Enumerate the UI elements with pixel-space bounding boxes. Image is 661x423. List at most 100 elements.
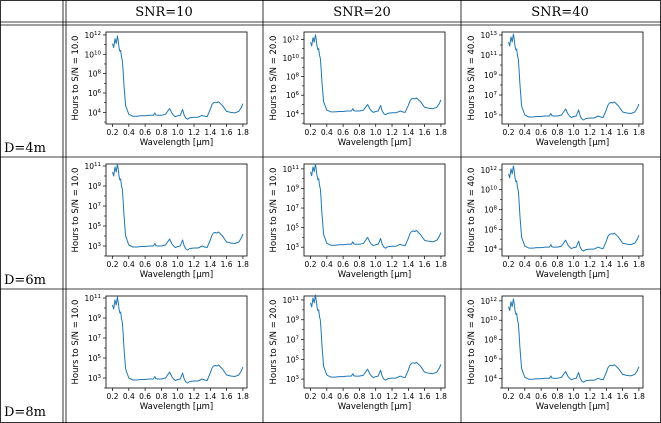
x-tick-label: 0.8 — [551, 260, 563, 269]
x-tick-label: 0.4 — [321, 260, 333, 269]
x-tick-label: 1.0 — [172, 260, 184, 269]
col-header-snr20: SNR=20 — [333, 5, 391, 20]
x-tick-label: 1.8 — [237, 260, 249, 269]
x-tick-label: 0.8 — [155, 392, 167, 401]
x-tick-label: 1.4 — [600, 260, 612, 269]
y-tick-label: 1010 — [84, 50, 101, 59]
y-tick-label: 109 — [88, 182, 102, 191]
y-tick-label: 103 — [286, 243, 300, 252]
x-tick-label: 1.6 — [419, 128, 431, 137]
y-tick-label: 107 — [88, 202, 102, 211]
y-axis-label: Hours to S/N = 20.0 — [269, 36, 279, 121]
y-tick-label: 1010 — [480, 186, 497, 195]
x-tick-label: 0.2 — [503, 260, 515, 269]
x-tick-label: 0.4 — [519, 392, 531, 401]
plot-frame — [303, 163, 446, 257]
x-tick-label: 1.2 — [386, 128, 398, 137]
x-tick-label: 1.6 — [419, 260, 431, 269]
x-tick-label: 0.6 — [337, 260, 349, 269]
x-tick-label: 1.0 — [370, 392, 382, 401]
plot-panel: 0.2 0.4 0.6 0.8 1.0 1.2 1.4 1.6 1.8 103 105 107 109 1… — [269, 163, 447, 280]
plot-panel: 0.2 0.4 0.6 0.8 1.0 1.2 1.4 1.6 1.8 103 105 107 109 1… — [269, 294, 447, 412]
plot-frame — [501, 163, 644, 257]
col-header-snr10: SNR=10 — [135, 5, 193, 20]
x-tick-label: 0.2 — [107, 128, 119, 137]
x-tick-label: 0.8 — [551, 392, 563, 401]
y-tick-label: 106 — [484, 355, 498, 364]
y-tick-label: 108 — [484, 206, 498, 215]
x-tick-label: 1.4 — [402, 260, 414, 269]
x-tick-label: 1.4 — [204, 260, 216, 269]
y-tick-label: 1012 — [84, 31, 101, 40]
y-tick-label: 107 — [286, 336, 300, 345]
x-tick-label: 1.6 — [221, 260, 233, 269]
x-tick-label: 0.2 — [305, 392, 317, 401]
y-tick-label: 108 — [88, 70, 102, 79]
x-tick-label: 1.6 — [617, 260, 629, 269]
row-header-d6m: D=6m — [4, 273, 46, 288]
plot-panel: 0.2 0.4 0.6 0.8 1.0 1.2 1.4 1.6 1.8 104 106 108 1010… — [71, 31, 249, 148]
x-axis-label: Wavelength [μm] — [140, 402, 213, 412]
y-tick-label: 103 — [88, 374, 102, 383]
x-tick-label: 1.8 — [633, 260, 645, 269]
y-tick-label: 104 — [484, 245, 498, 254]
x-tick-label: 1.2 — [386, 392, 398, 401]
spectrum-line — [112, 35, 244, 120]
x-tick-label: 0.8 — [155, 128, 167, 137]
x-tick-label: 1.2 — [584, 260, 596, 269]
x-tick-label: 1.2 — [386, 260, 398, 269]
x-tick-label: 0.2 — [305, 260, 317, 269]
x-tick-label: 0.2 — [503, 392, 515, 401]
x-tick-label: 0.6 — [139, 128, 151, 137]
x-tick-label: 1.0 — [172, 392, 184, 401]
spectrum-line — [508, 33, 640, 121]
plot-panels: 0.2 0.4 0.6 0.8 1.0 1.2 1.4 1.6 1.8 104 106 108 1010… — [71, 31, 645, 412]
x-tick-label: 0.8 — [551, 128, 563, 137]
y-tick-label: 106 — [88, 89, 102, 98]
y-tick-label: 1011 — [84, 162, 101, 171]
y-tick-label: 104 — [286, 110, 300, 119]
y-tick-label: 104 — [88, 108, 102, 117]
x-tick-label: 1.8 — [237, 392, 249, 401]
spectrum-line — [310, 163, 442, 249]
x-tick-label: 0.2 — [107, 260, 119, 269]
y-tick-label: 1011 — [282, 165, 299, 174]
x-tick-label: 1.2 — [584, 392, 596, 401]
x-tick-label: 1.8 — [435, 260, 447, 269]
x-tick-label: 0.6 — [337, 128, 349, 137]
x-tick-label: 1.0 — [568, 260, 580, 269]
y-tick-label: 1012 — [480, 297, 497, 306]
row-header-d4m: D=4m — [4, 141, 46, 156]
x-tick-label: 0.6 — [535, 392, 547, 401]
x-tick-label: 0.4 — [123, 392, 135, 401]
y-tick-label: 107 — [286, 204, 300, 213]
x-axis-label: Wavelength [μm] — [536, 270, 609, 280]
y-tick-label: 109 — [88, 314, 102, 323]
x-tick-label: 1.4 — [402, 392, 414, 401]
y-tick-label: 106 — [484, 225, 498, 234]
x-tick-label: 0.2 — [503, 128, 515, 137]
x-tick-label: 1.4 — [600, 392, 612, 401]
plot-frame — [105, 295, 248, 389]
plot-frame — [105, 31, 248, 125]
y-axis-label: Hours to S/N = 40.0 — [467, 300, 477, 385]
x-tick-label: 1.8 — [237, 128, 249, 137]
y-tick-label: 107 — [88, 334, 102, 343]
x-axis-label: Wavelength [μm] — [536, 138, 609, 148]
y-tick-label: 1011 — [480, 51, 497, 60]
x-tick-label: 1.6 — [221, 128, 233, 137]
plot-panel: 0.2 0.4 0.6 0.8 1.0 1.2 1.4 1.6 1.8 103 105 107 109 1… — [71, 162, 249, 280]
x-axis-label: Wavelength [μm] — [140, 270, 213, 280]
y-axis-label: Hours to S/N = 40.0 — [467, 36, 477, 121]
x-tick-label: 1.2 — [584, 128, 596, 137]
y-tick-label: 109 — [286, 184, 300, 193]
spectrum-line — [508, 298, 640, 383]
x-tick-label: 0.6 — [337, 392, 349, 401]
x-tick-label: 0.8 — [155, 260, 167, 269]
plot-panel: 0.2 0.4 0.6 0.8 1.0 1.2 1.4 1.6 1.8 105 107 109 1011… — [467, 31, 645, 148]
x-axis-label: Wavelength [μm] — [338, 402, 411, 412]
y-tick-label: 104 — [484, 374, 498, 383]
y-tick-label: 1010 — [282, 54, 299, 63]
spectrum-line — [310, 34, 442, 116]
